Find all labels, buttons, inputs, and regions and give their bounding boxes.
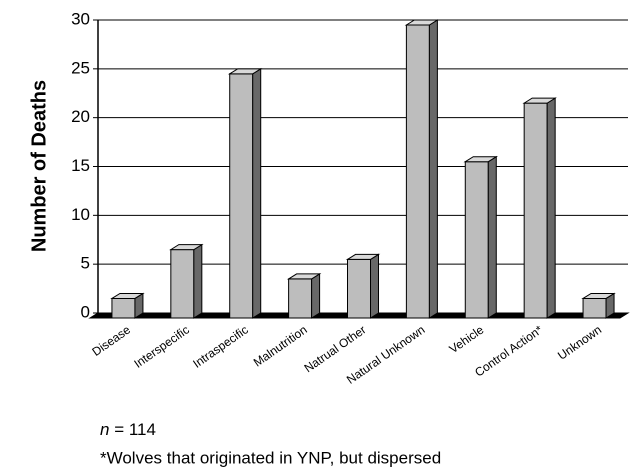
bar-front bbox=[170, 249, 195, 319]
y-tick-label: 15 bbox=[71, 156, 90, 175]
x-tick-label: Intraspecific bbox=[190, 323, 250, 371]
x-tick-label: Vehicle bbox=[447, 322, 487, 356]
x-tick-label: Malnutrition bbox=[251, 323, 310, 370]
y-tick-label: 0 bbox=[81, 302, 90, 321]
bar-front bbox=[229, 73, 254, 319]
y-tick-label: 25 bbox=[71, 58, 90, 77]
bar-top bbox=[345, 253, 381, 260]
y-tick-label: 10 bbox=[71, 205, 90, 224]
bar bbox=[404, 19, 440, 319]
bar bbox=[286, 273, 322, 319]
bar bbox=[169, 243, 204, 319]
y-tick-label: 30 bbox=[71, 9, 90, 28]
bar-top bbox=[522, 97, 557, 104]
bar bbox=[581, 292, 616, 319]
bar-side bbox=[370, 253, 379, 319]
bar-front bbox=[405, 24, 430, 319]
y-axis-title: Number of Deaths bbox=[28, 80, 50, 252]
y-tick-label: 20 bbox=[71, 107, 90, 126]
bar-side bbox=[487, 155, 497, 319]
bar-side bbox=[546, 97, 556, 319]
sample-symbol: n bbox=[100, 420, 109, 439]
bar-side bbox=[252, 67, 262, 319]
bar-side bbox=[311, 273, 321, 319]
x-tick-label: Interspecific bbox=[131, 323, 191, 371]
sample-note: n = 114 bbox=[100, 420, 156, 439]
bar-side bbox=[428, 19, 438, 319]
bar-front bbox=[347, 258, 371, 319]
bar-top bbox=[581, 292, 616, 299]
x-tick-label: Disease bbox=[89, 322, 133, 359]
sample-text: = 114 bbox=[114, 420, 156, 439]
bar-top bbox=[110, 292, 145, 299]
bar-top bbox=[227, 68, 263, 75]
bar bbox=[345, 253, 381, 319]
bar bbox=[463, 155, 499, 319]
bar-front bbox=[288, 278, 313, 319]
bar-front bbox=[464, 161, 489, 319]
bar-top bbox=[463, 156, 499, 163]
y-tick-label: 5 bbox=[81, 254, 90, 273]
bar bbox=[110, 292, 145, 319]
footnote: *Wolves that originated in YNP, but disp… bbox=[100, 448, 441, 467]
bar-side bbox=[193, 243, 203, 319]
bar bbox=[522, 97, 557, 319]
bar-top bbox=[404, 19, 440, 26]
x-tick-label: Unknown bbox=[555, 323, 604, 363]
bar-top bbox=[169, 244, 204, 251]
bar-front bbox=[523, 102, 548, 319]
bar-front bbox=[582, 297, 607, 319]
bar-front bbox=[111, 297, 136, 319]
bar bbox=[227, 67, 263, 319]
bar-top bbox=[286, 273, 322, 280]
